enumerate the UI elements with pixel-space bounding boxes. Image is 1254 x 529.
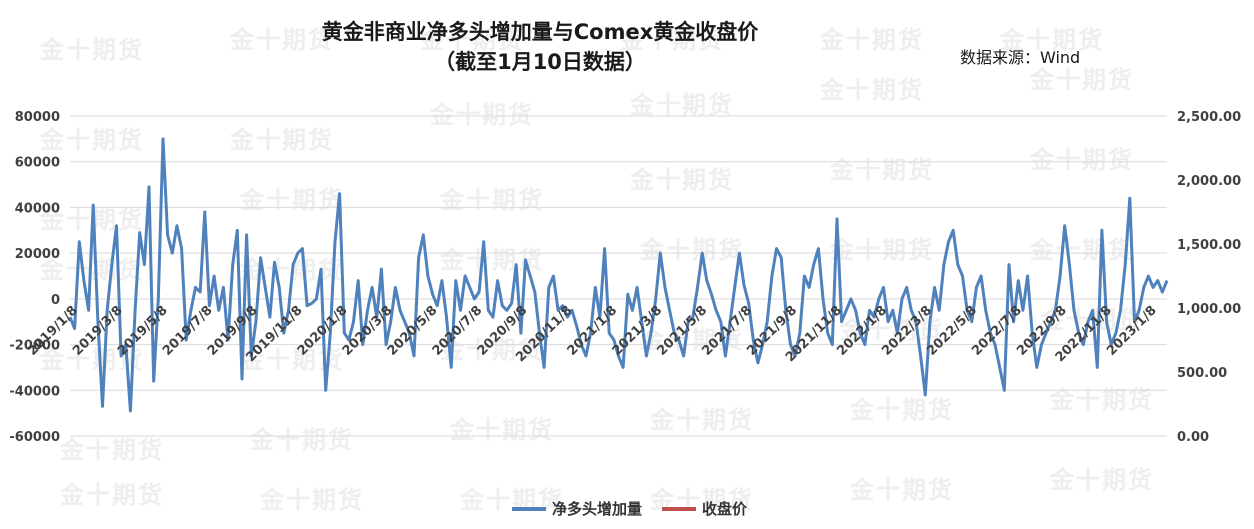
y-left-tick-label: 20000 (15, 247, 60, 262)
chart-title: 黄金非商业净多头增加量与Comex黄金收盘价 (321, 20, 759, 44)
data-source: 数据来源：Wind (960, 48, 1081, 67)
legend-label-net-long: 净多头增加量 (552, 500, 643, 518)
legend-item-close: 收盘价 (662, 498, 747, 519)
legend-label-close: 收盘价 (702, 500, 748, 518)
y-right-tick-label: 1,500.00 (1177, 238, 1241, 253)
legend-swatch-close (662, 506, 696, 511)
chart-subtitle: （截至1月10日数据） (434, 50, 646, 74)
y-right-tick-label: 1,000.00 (1177, 302, 1241, 317)
legend-swatch-net-long (512, 506, 546, 511)
y-right-tick-label: 2,000.00 (1177, 174, 1241, 189)
y-left-tick-label: 80000 (15, 110, 60, 125)
y-left-tick-label: -20000 (9, 339, 60, 354)
series-line-net-long (68, 137, 1169, 413)
y-left-tick-label: 0 (51, 293, 60, 308)
y-right-tick-label: 500.00 (1177, 366, 1227, 381)
y-left-tick-label: -40000 (9, 384, 60, 399)
y-left-tick-label: 60000 (15, 156, 60, 171)
legend-item-net-long: 净多头增加量 (512, 498, 642, 519)
y-right-tick-label: 2,500.00 (1177, 110, 1241, 125)
y-left-tick-label: -60000 (9, 430, 60, 445)
y-right-tick-label: 0.00 (1177, 430, 1209, 445)
y-left-tick-label: 40000 (15, 201, 60, 216)
